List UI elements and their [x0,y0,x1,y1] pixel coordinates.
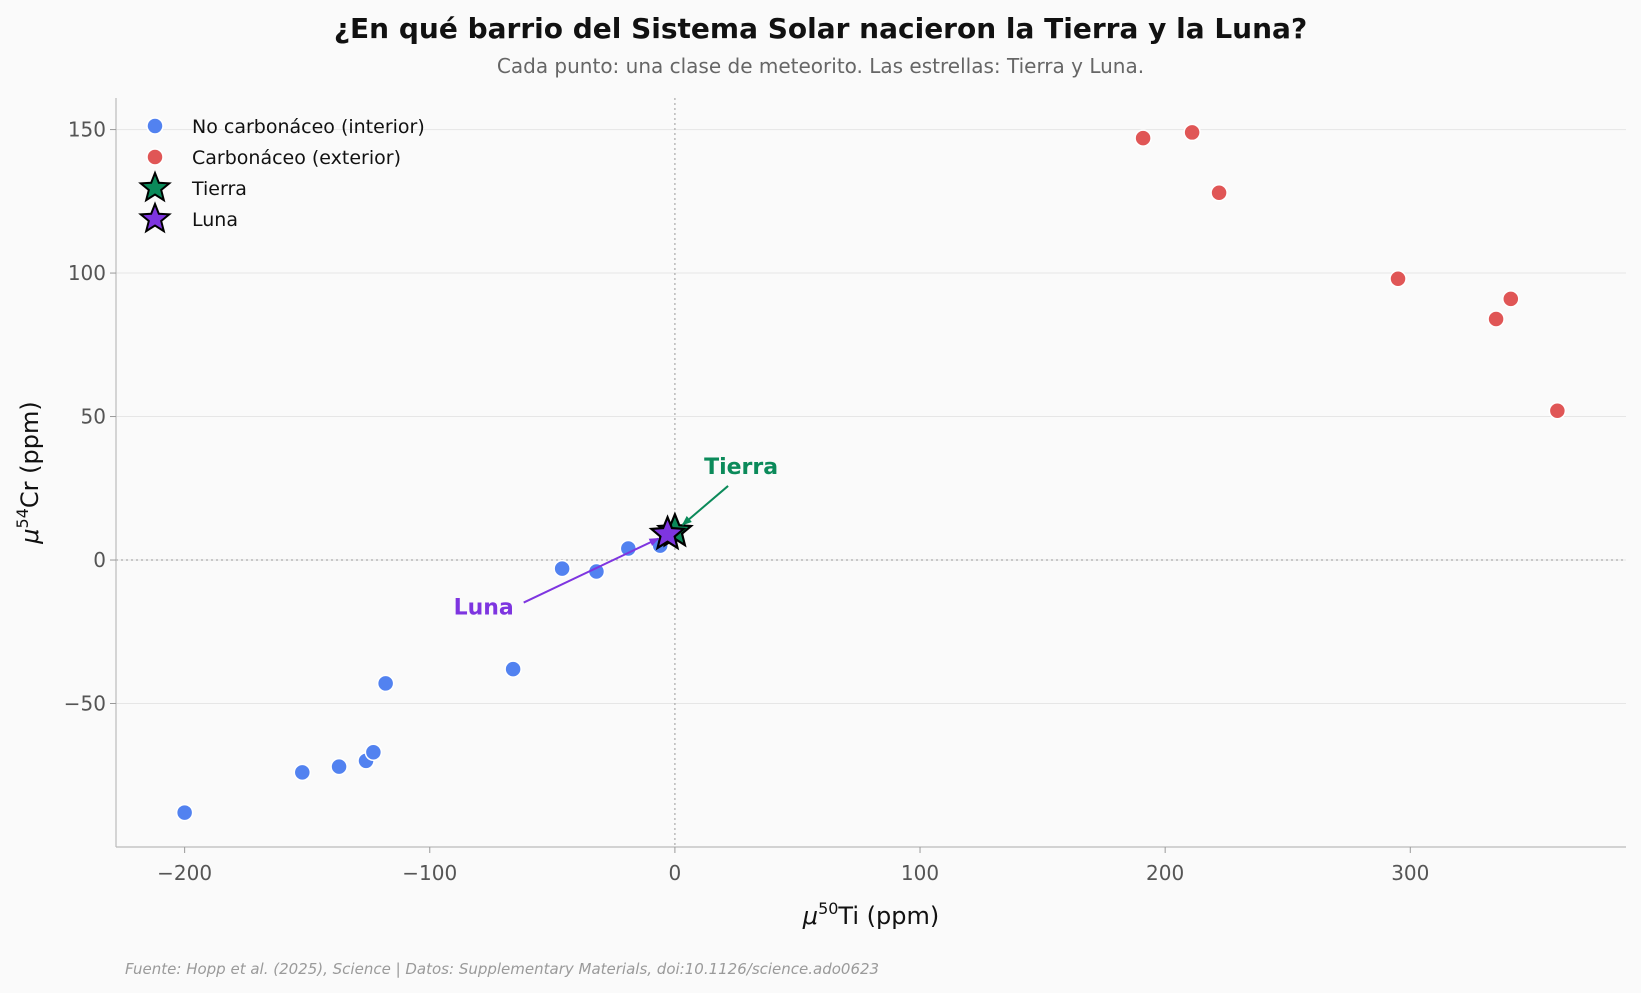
x-tick-label: 200 [1146,861,1184,885]
y-tick-label: 50 [81,405,106,429]
chart-subtitle: Cada punto: una clase de meteorito. Las … [496,54,1145,78]
y-tick-label: −50 [64,692,106,716]
scatter-point-series-1 [1183,123,1201,142]
scatter-point-series-1 [1487,310,1505,328]
y-tick-label: 150 [68,118,106,142]
grid-layer [116,98,1626,847]
x-tick-label: 100 [901,861,939,885]
legend-label: Luna [192,209,238,231]
scatter-point-series-1 [1210,183,1228,202]
legend-label: Carbonáceo (exterior) [192,147,401,169]
source-note: Fuente: Hopp et al. (2025), Science | Da… [125,960,880,978]
scatter-point-series-0 [376,674,395,693]
scatter-point-series-0 [619,539,638,558]
y-tick-label: 0 [93,548,106,572]
x-axis-label: μ50Ti (ppm) [802,899,939,930]
x-tick-label: −100 [402,861,457,885]
x-tick-label: 300 [1391,861,1429,885]
scatter-point-series-1 [1548,402,1567,420]
legend-marker [146,117,164,135]
legend: No carbonáceo (interior) Carbonáceo (exte… [138,116,425,234]
legend-marker-tierra [138,170,172,203]
scatter-point-series-0 [175,803,194,822]
scatter-point-series-0 [504,660,522,678]
scatter-point-series-0 [553,559,571,578]
annotation-arrow [681,485,729,526]
scatter-point-series-1 [1134,129,1152,147]
star-point-3 [648,514,687,551]
legend-label: Tierra [191,178,247,200]
x-tick-label: −200 [157,861,212,885]
y-axis-label: μ54Cr (ppm) [13,401,44,544]
x-tick-label: 0 [669,861,682,885]
y-tick-label: 100 [68,261,106,285]
annotation-label-luna: Luna [454,596,514,621]
annotation-label-tierra: Tierra [704,455,778,480]
legend-marker [146,148,164,166]
scatter-point-series-0 [330,757,348,776]
scatter-point-series-1 [1502,290,1520,308]
annotation-arrow [523,537,660,604]
scatter-point-series-0 [293,763,312,782]
legend-label: No carbonáceo (interior) [192,116,425,138]
axes-layer: −200 −100 0 100 200 300 −50 0 50 100 150 μ50Ti (ppm… [13,98,1626,930]
annotations-layer: Tierra Luna [454,455,778,621]
scatter-point-series-0 [364,743,383,762]
legend-marker-luna [138,201,172,234]
marks-layer [175,123,1567,822]
scatter-point-series-1 [1389,270,1407,288]
chart-title: ¿En qué barrio del Sistema Solar naciero… [333,12,1308,45]
